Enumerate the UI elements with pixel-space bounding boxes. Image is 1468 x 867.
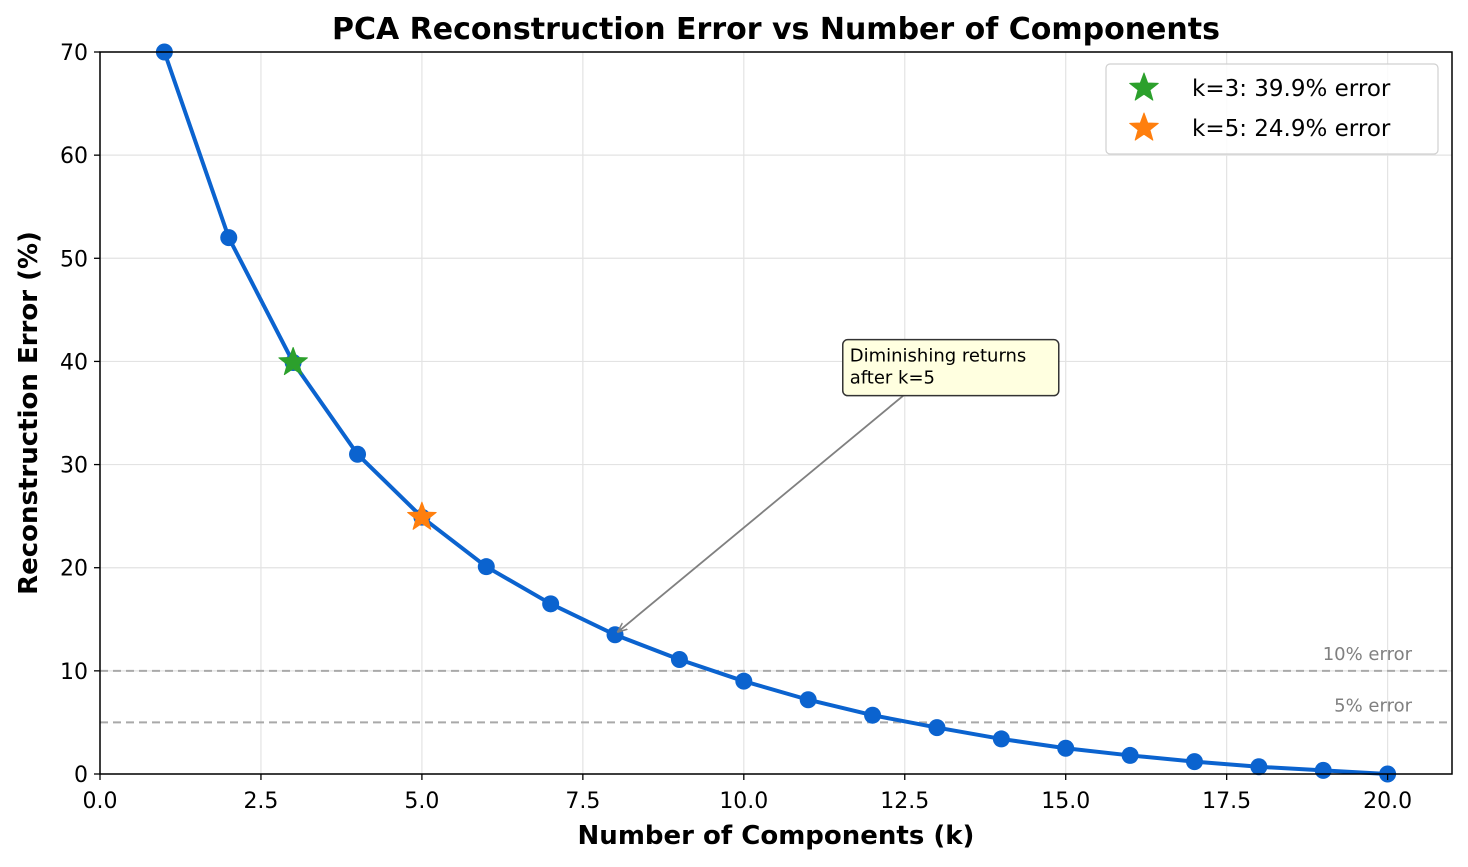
x-tick-label: 15.0 bbox=[1041, 789, 1090, 814]
y-tick-label: 60 bbox=[60, 144, 88, 169]
highlight-star bbox=[278, 346, 308, 376]
data-point bbox=[928, 719, 946, 737]
data-point bbox=[735, 672, 753, 690]
reference-line-label: 5% error bbox=[1334, 695, 1412, 716]
data-point bbox=[477, 558, 495, 576]
plot-frame bbox=[99, 51, 1453, 775]
data-point bbox=[349, 445, 367, 463]
legend-star-marker bbox=[1129, 112, 1159, 141]
reference-lines: 10% error 5% error bbox=[100, 644, 1452, 724]
x-tick-label: 2.5 bbox=[243, 789, 278, 814]
y-tick-label: 70 bbox=[60, 41, 88, 66]
data-point bbox=[542, 595, 560, 613]
x-tick-label: 7.5 bbox=[565, 789, 600, 814]
y-tick-label: 50 bbox=[60, 247, 88, 272]
data-point bbox=[1185, 753, 1203, 771]
legend-box bbox=[1105, 63, 1439, 155]
grid bbox=[99, 51, 1452, 775]
annotation-arrow bbox=[618, 394, 904, 632]
data-point bbox=[992, 730, 1010, 748]
y-tick-label: 30 bbox=[60, 454, 88, 479]
data-point bbox=[670, 651, 688, 669]
legend-star-marker bbox=[1129, 72, 1159, 101]
data-point bbox=[864, 706, 882, 724]
data-point bbox=[220, 229, 238, 247]
y-tick-label: 0 bbox=[74, 763, 88, 788]
data-point bbox=[1057, 739, 1075, 757]
chart-title: PCA Reconstruction Error vs Number of Co… bbox=[332, 12, 1220, 47]
annotation-box bbox=[842, 338, 1060, 397]
legend: k=3: 39.9% error k=5: 24.9% error bbox=[1105, 63, 1439, 155]
y-tick-label: 40 bbox=[60, 350, 88, 375]
data-point bbox=[1314, 761, 1332, 779]
data-point bbox=[1250, 758, 1268, 776]
x-tick-label: 10.0 bbox=[719, 789, 768, 814]
x-tick-label: 0.0 bbox=[83, 789, 118, 814]
axis-ticks: 0.0 2.5 5.0 7.5 10.0 12.5 15.0 17.5 20.0 0 10 20 30 4… bbox=[60, 41, 1412, 814]
legend-label: k=5: 24.9% error bbox=[1192, 116, 1391, 142]
x-tick-label: 20.0 bbox=[1363, 789, 1412, 814]
data-point bbox=[1121, 746, 1139, 764]
annotation-text: after k=5 bbox=[850, 368, 935, 389]
data-point bbox=[799, 691, 817, 709]
annotation-text: Diminishing returns bbox=[850, 346, 1027, 367]
reference-line-label: 10% error bbox=[1323, 644, 1413, 665]
y-tick-label: 20 bbox=[60, 557, 88, 582]
y-axis-label: Reconstruction Error (%) bbox=[14, 231, 44, 595]
x-tick-label: 17.5 bbox=[1202, 789, 1251, 814]
x-axis-label: Number of Components (k) bbox=[578, 821, 975, 851]
x-tick-label: 5.0 bbox=[404, 789, 439, 814]
legend-label: k=3: 39.9% error bbox=[1192, 76, 1391, 102]
y-tick-label: 10 bbox=[60, 660, 88, 685]
highlight-star bbox=[407, 501, 437, 530]
highlight-markers bbox=[278, 346, 437, 530]
x-tick-label: 12.5 bbox=[880, 789, 929, 814]
series-line bbox=[162, 50, 1390, 776]
